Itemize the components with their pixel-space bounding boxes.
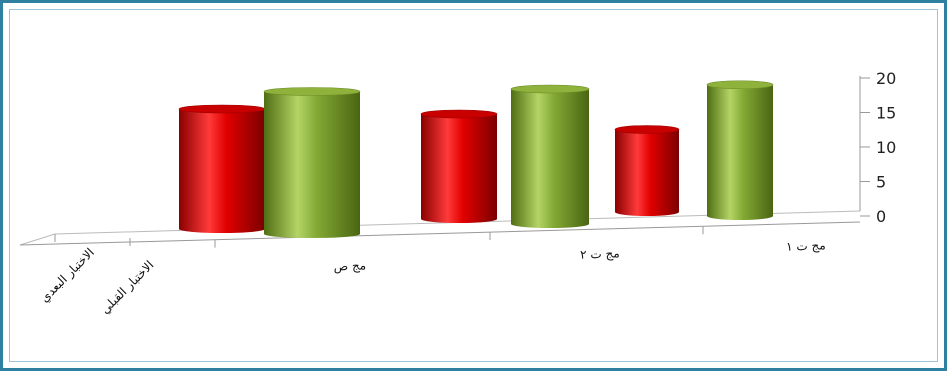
bar-green-2 — [510, 84, 590, 228]
bar-body — [421, 114, 497, 223]
bar-body — [511, 89, 589, 228]
x-category-label: مج ت ٢ — [580, 246, 620, 261]
series-axis-label: الاختبار القبلي — [98, 258, 157, 317]
chart-inner-border — [9, 9, 938, 362]
x-axis-labels: مج ص مج ت ٢ مج ت ١ — [214, 226, 826, 275]
bar-body — [707, 84, 773, 220]
y-tick-label: 15 — [876, 104, 896, 123]
bar-green-1 — [263, 87, 361, 238]
bar-green-3 — [706, 80, 774, 220]
bar-top — [510, 84, 590, 94]
bar-body — [179, 109, 265, 233]
x-axis-line — [19, 221, 861, 246]
bar-red-2 — [420, 109, 498, 223]
bar-top — [263, 87, 361, 96]
floor-left-edge — [19, 233, 56, 246]
bar-body — [615, 129, 679, 216]
bar-top — [706, 80, 774, 90]
y-axis: 0 5 10 15 20 — [860, 69, 896, 226]
x-category-label: مج ص — [333, 258, 366, 274]
y-tick-label: 0 — [876, 207, 886, 226]
bar-body — [264, 91, 360, 238]
y-tick-label: 5 — [876, 173, 886, 192]
bar-top — [178, 104, 266, 114]
bars — [178, 80, 774, 238]
y-tick-label: 10 — [876, 138, 896, 157]
bar-red-1 — [178, 104, 266, 233]
bar-top — [614, 125, 680, 134]
y-tick-label: 20 — [876, 69, 896, 88]
series-axis-label: الاختبار البعدي — [37, 245, 97, 305]
bar-red-3 — [614, 125, 680, 216]
bar-top — [420, 109, 498, 119]
x-category-label: مج ت ١ — [786, 238, 826, 253]
